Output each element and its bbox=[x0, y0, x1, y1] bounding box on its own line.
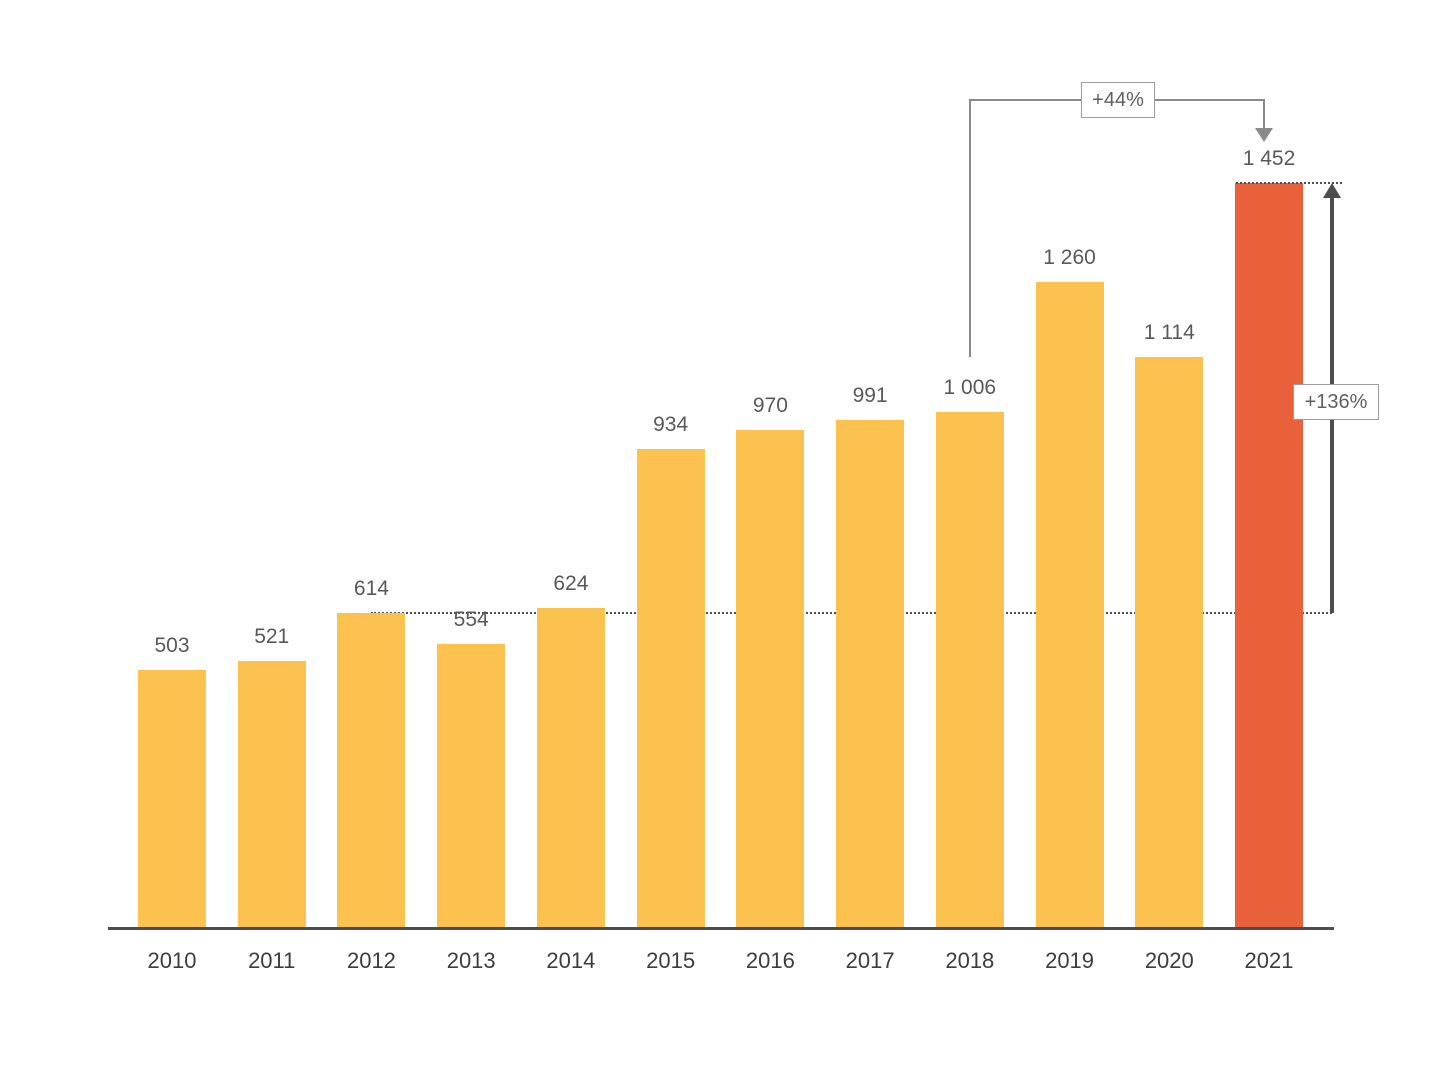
x-tick-2017: 2017 bbox=[845, 948, 895, 973]
value-label-2020: 1 114 bbox=[1143, 321, 1195, 344]
value-label-2012: 614 bbox=[353, 577, 389, 600]
value-label-2015: 934 bbox=[653, 413, 689, 436]
bar-2014 bbox=[536, 608, 605, 928]
pct136-annotation-box: +136% bbox=[1293, 384, 1379, 420]
bar-2013 bbox=[437, 644, 506, 928]
bar-2012 bbox=[337, 613, 406, 928]
bar-2016 bbox=[736, 430, 805, 928]
value-label-2021: 1 452 bbox=[1242, 147, 1296, 170]
reference-line-1452-level bbox=[1236, 182, 1342, 184]
growth-arrowhead-up-icon bbox=[1323, 183, 1341, 198]
x-tick-2016: 2016 bbox=[745, 948, 795, 973]
bar-2017 bbox=[836, 420, 905, 928]
x-tick-2013: 2013 bbox=[446, 948, 496, 973]
value-label-2010: 503 bbox=[154, 634, 190, 657]
x-tick-2019: 2019 bbox=[1045, 948, 1095, 973]
bar-2019 bbox=[1035, 282, 1104, 928]
bar-2011 bbox=[237, 661, 306, 928]
x-tick-2011: 2011 bbox=[248, 948, 296, 973]
x-tick-2012: 2012 bbox=[346, 948, 396, 973]
pct44-annotation-box: +44% bbox=[1081, 82, 1155, 118]
bracket-line-right bbox=[1263, 99, 1265, 130]
bar-2020 bbox=[1135, 357, 1204, 928]
value-label-2016: 970 bbox=[752, 394, 788, 417]
x-tick-2015: 2015 bbox=[646, 948, 696, 973]
x-tick-2020: 2020 bbox=[1144, 948, 1194, 973]
pct136-label: +136% bbox=[1304, 390, 1368, 413]
x-tick-2014: 2014 bbox=[546, 948, 596, 973]
x-tick-2021: 2021 bbox=[1244, 948, 1294, 973]
value-label-2011: 521 bbox=[254, 625, 290, 648]
value-label-2017: 991 bbox=[852, 384, 888, 407]
bar-2018 bbox=[935, 412, 1004, 928]
value-label-2014: 624 bbox=[553, 572, 589, 595]
x-axis-line bbox=[108, 927, 1334, 930]
bracket-arrowhead-down-icon bbox=[1255, 128, 1273, 142]
bracket-line-left bbox=[969, 99, 971, 357]
bar-2021 bbox=[1235, 183, 1304, 928]
value-label-2018: 1 006 bbox=[943, 376, 997, 399]
pct44-label: +44% bbox=[1092, 88, 1144, 111]
value-label-2013: 554 bbox=[453, 608, 489, 631]
bar-2010 bbox=[138, 670, 206, 928]
bar-2015 bbox=[636, 449, 705, 928]
x-tick-2010: 2010 bbox=[147, 948, 197, 973]
x-tick-2018: 2018 bbox=[945, 948, 995, 973]
value-label-2019: 1 260 bbox=[1043, 246, 1096, 269]
